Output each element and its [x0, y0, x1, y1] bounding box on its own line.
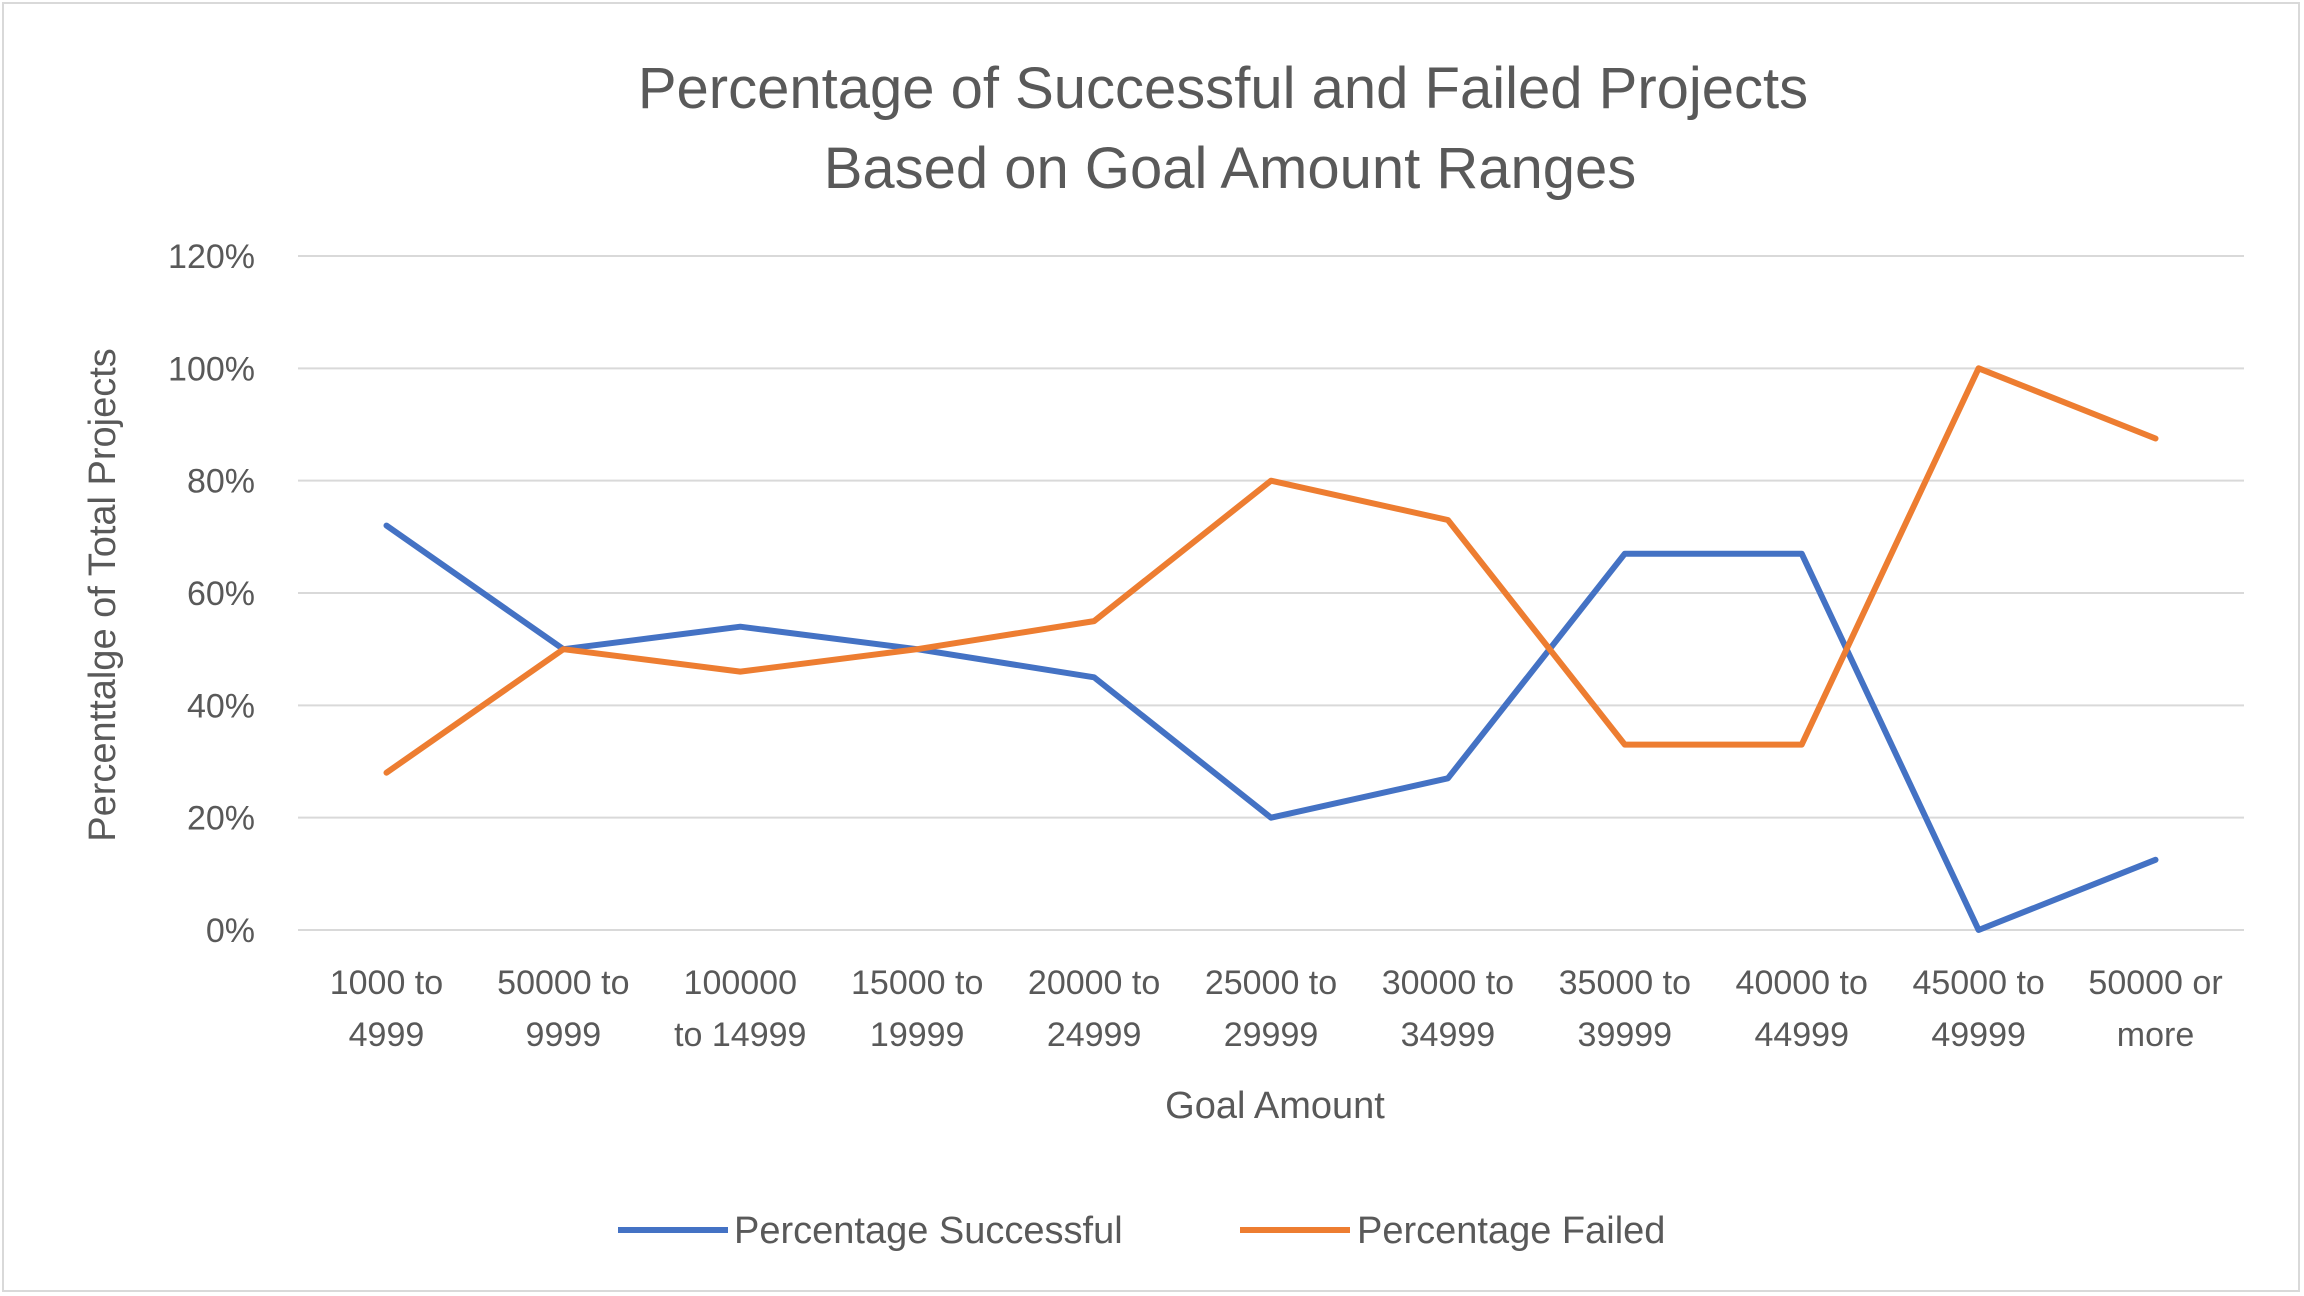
y-axis-ticks: 0% 20% 40% 60% 80% 100% 120% — [168, 238, 255, 950]
x-tick-label-line: 15000 to — [851, 964, 983, 1002]
gridlines — [298, 255, 2244, 931]
x-tick-label-line: 25000 to — [1205, 964, 1337, 1002]
x-tick-label-line: 44999 — [1754, 1016, 1849, 1054]
y-axis-title: Percenttalge of Total Projects — [82, 348, 124, 842]
x-tick-label-line: 9999 — [526, 1016, 602, 1054]
x-tick-label-line: 39999 — [1578, 1016, 1673, 1054]
x-tick-label-line: 45000 to — [1912, 964, 2044, 1002]
x-tick-label: 50000 or more — [2088, 964, 2222, 1054]
x-tick-label-line: 50000 to — [497, 964, 629, 1002]
x-tick-label: 50000 to 9999 — [497, 964, 629, 1054]
x-tick-label: 45000 to 49999 — [1912, 964, 2044, 1054]
x-tick-label-line: 19999 — [870, 1016, 965, 1054]
x-tick-label: 30000 to 34999 — [1382, 964, 1514, 1054]
y-tick-label: 120% — [168, 238, 255, 276]
x-axis-ticks: 1000 to 4999 50000 to 9999 100000 to 14999 150… — [330, 964, 2223, 1054]
x-tick-label: 25000 to 29999 — [1205, 964, 1337, 1054]
x-tick-label-line: 40000 to — [1736, 964, 1868, 1002]
chart-title: Percentage of Successful and Failed Proj… — [638, 56, 1808, 201]
x-tick-label-line: 29999 — [1224, 1016, 1319, 1054]
chart-title-line-2: Based on Goal Amount Ranges — [824, 136, 1637, 201]
series-line-successful — [383, 522, 2159, 933]
x-tick-label-line: to 14999 — [674, 1016, 806, 1054]
chart-title-line-1: Percentage of Successful and Failed Proj… — [638, 56, 1808, 121]
y-tick-label: 20% — [187, 800, 255, 838]
x-tick-label-line: 34999 — [1401, 1016, 1496, 1054]
x-tick-label-line: 20000 to — [1028, 964, 1160, 1002]
x-tick-label: 1000 to 4999 — [330, 964, 443, 1054]
y-tick-label: 40% — [187, 687, 255, 725]
x-tick-label-line: 4999 — [349, 1016, 425, 1054]
legend-label: Percentage Successful — [734, 1210, 1123, 1252]
x-tick-label: 15000 to 19999 — [851, 964, 983, 1054]
y-tick-label: 60% — [187, 575, 255, 613]
legend-label: Percentage Failed — [1357, 1210, 1665, 1252]
series-line-failed — [383, 365, 2159, 776]
x-tick-label-line: 49999 — [1931, 1016, 2026, 1054]
y-tick-label: 100% — [168, 350, 255, 388]
series-lines — [383, 365, 2159, 933]
x-tick-label-line: 35000 to — [1559, 964, 1691, 1002]
x-tick-label: 35000 to 39999 — [1559, 964, 1691, 1054]
x-tick-label-line: 1000 to — [330, 964, 443, 1002]
x-tick-label-line: 50000 or — [2088, 964, 2222, 1002]
x-axis-title: Goal Amount — [1165, 1085, 1385, 1127]
y-tick-label: 80% — [187, 463, 255, 501]
x-tick-label-line: 30000 to — [1382, 964, 1514, 1002]
x-tick-label: 20000 to 24999 — [1028, 964, 1160, 1054]
x-tick-label-line: 100000 — [684, 964, 797, 1002]
x-tick-label-line: more — [2117, 1016, 2194, 1054]
legend: Percentage Successful Percentage Failed — [618, 1210, 1665, 1252]
x-tick-label: 40000 to 44999 — [1736, 964, 1868, 1054]
y-tick-label: 0% — [206, 912, 255, 950]
x-tick-label: 100000 to 14999 — [674, 964, 806, 1054]
x-tick-label-line: 24999 — [1047, 1016, 1142, 1054]
